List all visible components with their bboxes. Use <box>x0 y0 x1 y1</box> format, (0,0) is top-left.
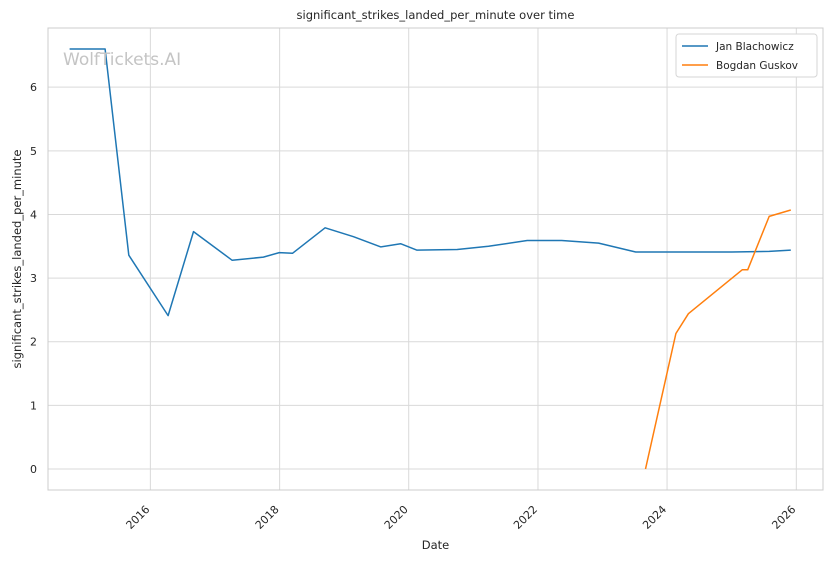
x-tick-label: 2022 <box>511 503 540 532</box>
series-line-jan-blachowicz <box>69 48 791 317</box>
series-lines <box>69 48 792 470</box>
y-tick-label: 4 <box>30 208 37 221</box>
x-tick-label: 2018 <box>253 503 282 532</box>
legend-box <box>675 33 818 78</box>
y-tick-label: 1 <box>30 399 37 412</box>
y-tick-label: 0 <box>30 463 37 476</box>
grid <box>48 28 823 490</box>
legend-label-jan-blachowicz: Jan Blachowicz <box>715 41 794 53</box>
legend: Jan Blachowicz Bogdan Guskov <box>675 33 818 78</box>
y-tick-label: 3 <box>30 272 37 285</box>
watermark: WolfTickets.AI <box>63 50 181 70</box>
tick-labels: 0 1 2 3 4 5 6 2016 2018 2020 2022 2024 2026 <box>30 81 798 532</box>
x-tick-label: 2020 <box>382 503 411 532</box>
legend-label-bogdan-guskov: Bogdan Guskov <box>716 60 798 72</box>
y-axis-label: significant_strikes_landed_per_minute <box>10 150 24 369</box>
y-tick-label: 6 <box>30 81 37 94</box>
y-tick-label: 5 <box>30 145 37 158</box>
series-line-bogdan-guskov <box>644 209 792 470</box>
x-tick-label: 2026 <box>769 503 798 532</box>
x-tick-label: 2016 <box>124 503 153 532</box>
x-axis-label: Date <box>422 538 450 552</box>
chart-title: significant_strikes_landed_per_minute ov… <box>297 8 575 22</box>
x-tick-label: 2024 <box>640 503 669 532</box>
y-tick-label: 2 <box>30 336 37 349</box>
plot-area <box>47 27 824 491</box>
